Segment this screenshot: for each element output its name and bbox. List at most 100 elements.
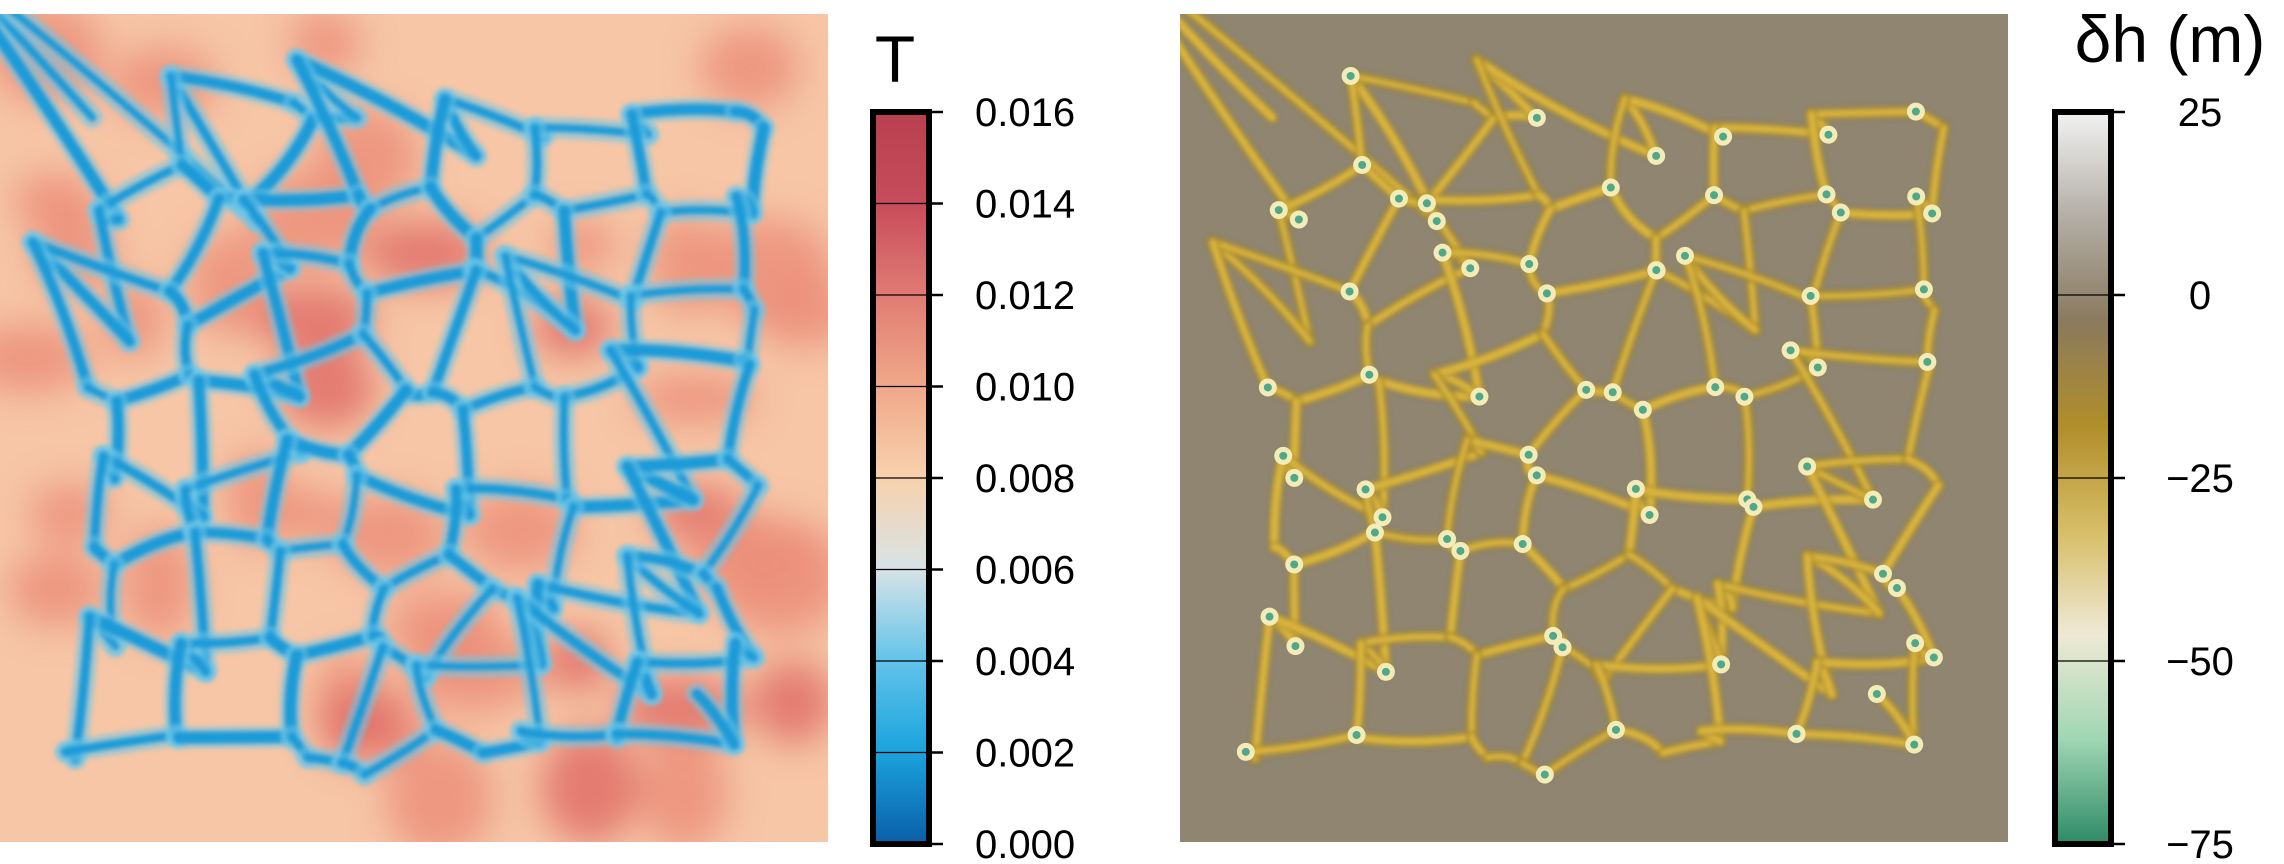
cell-boundary — [172, 730, 299, 745]
ridge-node — [1878, 569, 1887, 578]
height-colorbar-tick-label: 0 — [2189, 274, 2211, 318]
height-anomaly-heatmap — [1180, 14, 2008, 842]
ridge-node — [1631, 484, 1640, 493]
ridge — [1275, 161, 1366, 214]
ridge — [1474, 57, 1542, 198]
ridge-node — [1792, 729, 1801, 738]
ridge-node — [1265, 612, 1274, 621]
temperature-heatmap — [0, 14, 828, 842]
warm-patch — [713, 518, 828, 637]
ridge-node — [1294, 215, 1303, 224]
ridge — [1682, 253, 1815, 304]
ridge — [1444, 436, 1470, 542]
ridge-node — [1290, 560, 1299, 569]
ridge — [1251, 613, 1274, 762]
ridge-node — [1279, 451, 1288, 460]
ridge — [1804, 456, 1911, 470]
ridge — [1180, 41, 1303, 224]
ridge-node — [1352, 730, 1361, 739]
ridge-node — [1475, 392, 1484, 401]
ridge-node — [1872, 689, 1881, 698]
cell-boundary — [559, 392, 572, 504]
ridge — [1473, 55, 1660, 160]
cell-boundary — [625, 103, 742, 120]
ridge-node — [1710, 191, 1719, 200]
height-colorbar-tick-label: 25 — [2178, 91, 2223, 135]
cell-boundary — [165, 70, 300, 109]
cell-boundary — [604, 343, 754, 369]
ridge-node — [1518, 540, 1527, 549]
temperature-colorbar-title: T — [875, 22, 915, 96]
ridge-node — [1466, 264, 1475, 273]
warm-patch — [700, 26, 800, 109]
ridge-node — [1241, 747, 1250, 756]
ridge-node — [1358, 160, 1367, 169]
warm-patch — [751, 275, 828, 349]
ridge — [1375, 377, 1388, 521]
ridge — [1808, 108, 1920, 118]
ridge — [1793, 730, 1918, 748]
ridge-node — [1929, 653, 1938, 662]
ridge — [1355, 733, 1476, 746]
ridge — [1242, 731, 1360, 755]
ridge — [1560, 551, 1632, 592]
ridge-node — [1912, 192, 1921, 201]
ridge-node — [1381, 667, 1390, 676]
ridge-node — [1806, 291, 1815, 300]
ridge-node — [1719, 132, 1728, 141]
warm-patch — [463, 487, 577, 573]
ridge-node — [1822, 190, 1831, 199]
cell-boundary — [691, 688, 740, 751]
ridge-node — [1606, 183, 1615, 192]
ridge — [1446, 547, 1464, 641]
ridge-node — [1740, 392, 1749, 401]
cell-boundary — [626, 284, 749, 301]
ridge-node — [1749, 502, 1758, 511]
ridge-node — [1422, 199, 1431, 208]
height-colorbar-ticks: −75 −50 −25 0 25 — [2055, 91, 2234, 864]
ridge — [1682, 253, 1719, 390]
ridge-node — [1263, 383, 1272, 392]
cell-boundary — [290, 53, 365, 202]
ridge-node — [1911, 107, 1920, 116]
temperature-colorbar-tick-label: 0.016 — [975, 91, 1075, 135]
cell-boundary — [337, 642, 388, 768]
warm-patch — [639, 733, 729, 842]
ridge-node — [1836, 208, 1845, 217]
cell-boundary — [620, 452, 735, 473]
height-ridges — [1180, 14, 1950, 781]
ridge-node — [1524, 450, 1533, 459]
ridge — [1419, 191, 1543, 205]
height-colorbar-title: δh (m) — [2075, 2, 2266, 76]
ridge-node — [1532, 113, 1541, 122]
cell-boundary — [27, 236, 94, 393]
cell-boundary — [0, 27, 126, 226]
ridge — [1357, 633, 1454, 647]
ridge-node — [1532, 471, 1541, 480]
ridge — [1423, 115, 1497, 207]
ridge — [1609, 267, 1660, 396]
ridge-node — [1910, 740, 1919, 749]
ridge — [1468, 652, 1480, 740]
ridge-node — [1345, 287, 1354, 296]
ridge — [1787, 347, 1876, 503]
ridge-node — [1611, 725, 1620, 734]
cell-boundary — [248, 328, 369, 380]
ridge-node — [1824, 130, 1833, 139]
warm-patch — [751, 660, 828, 744]
cell-boundary — [500, 251, 637, 305]
ridge — [1209, 239, 1353, 295]
ridge — [1348, 73, 1477, 106]
ridge-node — [1542, 289, 1551, 298]
ridge — [1631, 485, 1752, 504]
ridge — [1346, 195, 1403, 295]
ridge-node — [1645, 510, 1654, 519]
height-field-background — [1180, 14, 2008, 842]
cell-boundary — [284, 649, 304, 744]
cell-boundary — [427, 264, 482, 398]
temperature-cell-boundaries — [0, 14, 775, 786]
ridge — [1180, 17, 1277, 122]
ridge — [1904, 361, 1933, 463]
ridge — [1438, 248, 1484, 401]
ridge-node — [1652, 151, 1661, 160]
